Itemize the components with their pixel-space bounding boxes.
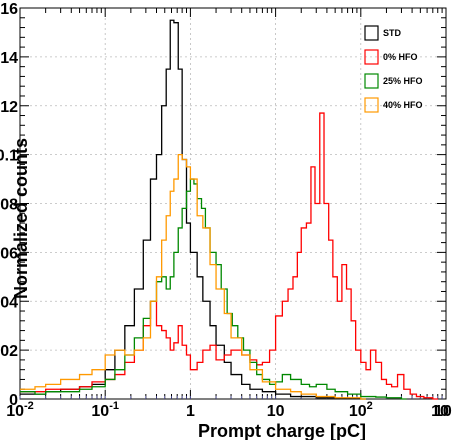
y-tick-label: 0.08 [0,197,18,214]
x-tick-label-right: 10 [431,403,449,420]
y-tick-label: 0.02 [0,343,18,360]
x-tick-label: 1 [186,403,195,420]
grid-lines [20,8,446,399]
y-tick-label: 0.1 [0,148,18,165]
y-tick-label: 0.14 [0,50,18,67]
legend: STD 0% HFO 25% HFO 40% HFO [364,25,423,113]
series-std [20,19,366,400]
legend-label: STD [383,28,402,38]
legend-label: 25% HFO [383,76,423,86]
legend-swatch [364,49,379,65]
legend-label: 40% HFO [383,100,423,110]
axis-ticks [19,7,447,400]
legend-swatch [364,25,379,41]
x-tick-label: 102 [349,400,373,420]
x-axis-title: Prompt charge [pC] [198,421,366,440]
series-0-hfo [20,112,438,400]
x-tick-labels: 10-210-111010210310 [6,400,452,420]
y-tick-label: 0.04 [0,294,18,311]
legend-swatch [364,97,379,113]
x-tick-label: 10-2 [6,400,34,420]
x-tick-label: 10 [267,403,285,420]
series-layer [20,19,438,400]
y-tick-labels: 0 0.02 0.04 0.06 0.08 0.1 0.12 0.14 0.16 [0,1,18,409]
y-axis-title: Normalized counts [11,138,31,299]
y-tick-label: 0.16 [0,1,18,18]
x-tick-label: 10-1 [91,400,119,420]
plot-frame [19,7,447,400]
series-40-hfo [20,153,366,400]
y-tick-label: 0 [9,392,18,409]
y-tick-label: 0.12 [0,99,18,116]
y-tick-label: 0.06 [0,245,18,262]
legend-label: 0% HFO [383,52,418,62]
legend-swatch [364,73,379,89]
